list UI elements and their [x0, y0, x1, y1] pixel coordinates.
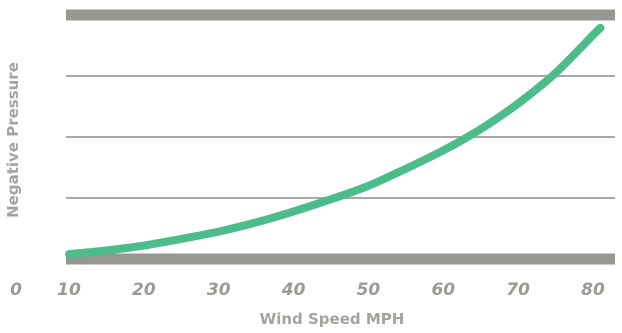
gridlines [66, 9, 615, 265]
x-tick-label: 60 [431, 280, 455, 300]
x-tick-label: 70 [506, 280, 530, 300]
x-tick-label: 50 [357, 280, 381, 300]
x-axis-title: Wind Speed MPH [260, 310, 405, 328]
x-tick-label: 20 [132, 280, 156, 300]
x-tick-label: 30 [207, 280, 231, 300]
series-group [65, 23, 605, 259]
x-tick-label: 10 [57, 280, 81, 300]
x-tick-label: 0 [10, 280, 22, 300]
x-tick-label: 80 [581, 280, 605, 300]
series-line-0 [65, 23, 605, 259]
x-tick-label: 40 [281, 280, 306, 300]
x-tick-labels: 0 10 20 30 40 50 60 70 80 [10, 280, 605, 300]
y-axis-title: Negative Pressure [4, 62, 22, 218]
